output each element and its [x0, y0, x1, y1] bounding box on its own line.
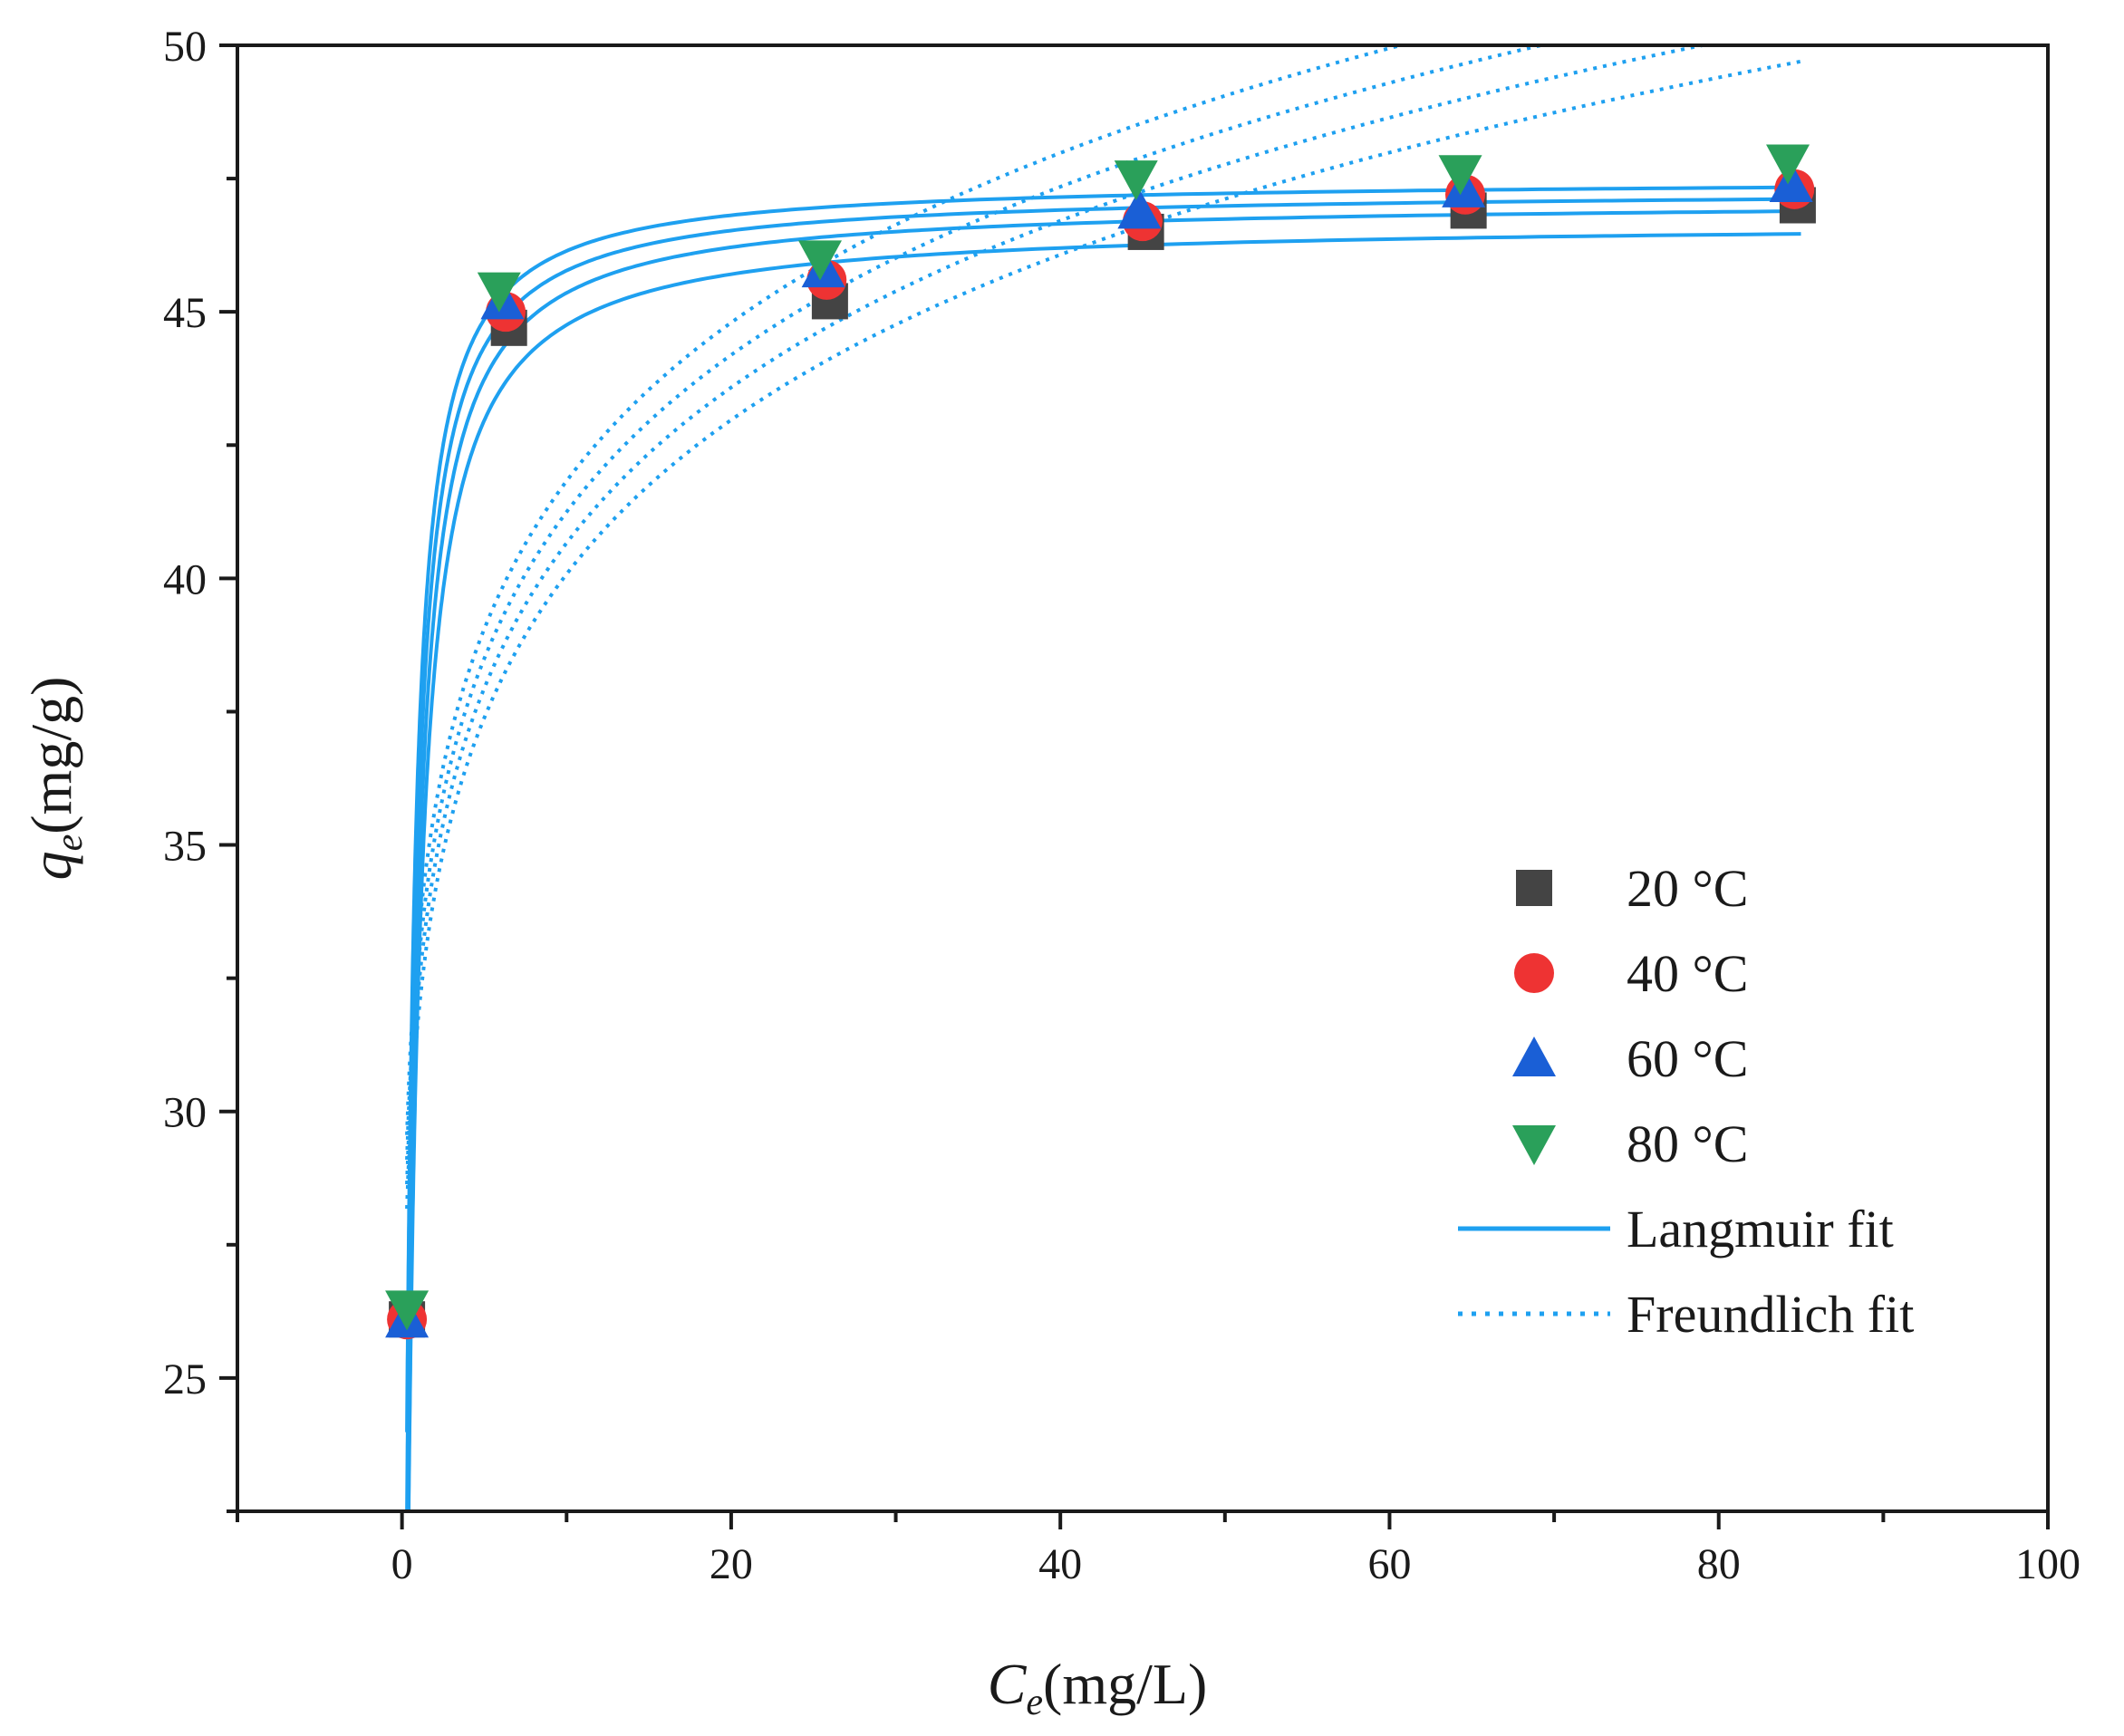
- y-tick-label: 45: [163, 289, 207, 337]
- y-tick-label: 30: [163, 1089, 207, 1137]
- legend-label: 40 °C: [1627, 944, 1748, 1003]
- axis-ticks: 0 20 40 60 80 100 25 30 35 40 45 50: [163, 23, 2081, 1588]
- y-tick-label: 35: [163, 823, 207, 871]
- y-tick-label: 40: [163, 555, 207, 603]
- y-tick-label: 50: [163, 23, 207, 71]
- x-tick-label: 100: [2015, 1540, 2081, 1588]
- data-point: [1114, 160, 1158, 201]
- plot-frame: [236, 43, 2050, 1513]
- data-markers: [385, 144, 1816, 1340]
- legend-label: Langmuir fit: [1627, 1200, 1894, 1259]
- x-tick-label: 20: [710, 1540, 753, 1588]
- data-point: [797, 240, 842, 281]
- legend-label: 60 °C: [1627, 1029, 1748, 1088]
- langmuir-fit-curve: [405, 185, 1801, 1432]
- freundlich-fit-curve: [405, 45, 1408, 1135]
- freundlich-fit-curve: [405, 59, 1801, 1210]
- x-tick-label: 80: [1697, 1540, 1741, 1588]
- legend-marker: [1512, 1037, 1556, 1076]
- legend-label: 80 °C: [1627, 1114, 1748, 1173]
- legend: 20 °C 40 °C 60 °C 80 °C Langmuir fit Freundli…: [1458, 859, 1914, 1344]
- langmuir-fit-curve: [406, 209, 1801, 1511]
- data-point: [1438, 155, 1482, 196]
- data-point: [477, 272, 521, 313]
- legend-marker: [1514, 953, 1554, 993]
- x-tick-label: 40: [1038, 1540, 1082, 1588]
- legend-label: 20 °C: [1627, 859, 1748, 918]
- freundlich-fit-curve: [405, 45, 1550, 1160]
- data-point: [385, 1290, 430, 1331]
- x-axis-title: Ce(mg/L): [988, 1652, 1208, 1723]
- legend-label: Freundlich fit: [1627, 1285, 1914, 1344]
- legend-marker: [1512, 1125, 1556, 1165]
- x-tick-label: 60: [1367, 1540, 1411, 1588]
- langmuir-fit-curve: [406, 232, 1801, 1511]
- data-point: [1766, 144, 1810, 185]
- y-tick-label: 25: [163, 1355, 207, 1403]
- data-point: [1117, 188, 1162, 229]
- data-point: [1769, 161, 1813, 202]
- langmuir-fit-curve: [405, 197, 1801, 1511]
- legend-marker: [1516, 870, 1552, 906]
- y-axis-title: qe(mg/g): [19, 677, 91, 881]
- x-tick-label: 0: [391, 1540, 413, 1588]
- fit-curves: [405, 45, 1801, 1511]
